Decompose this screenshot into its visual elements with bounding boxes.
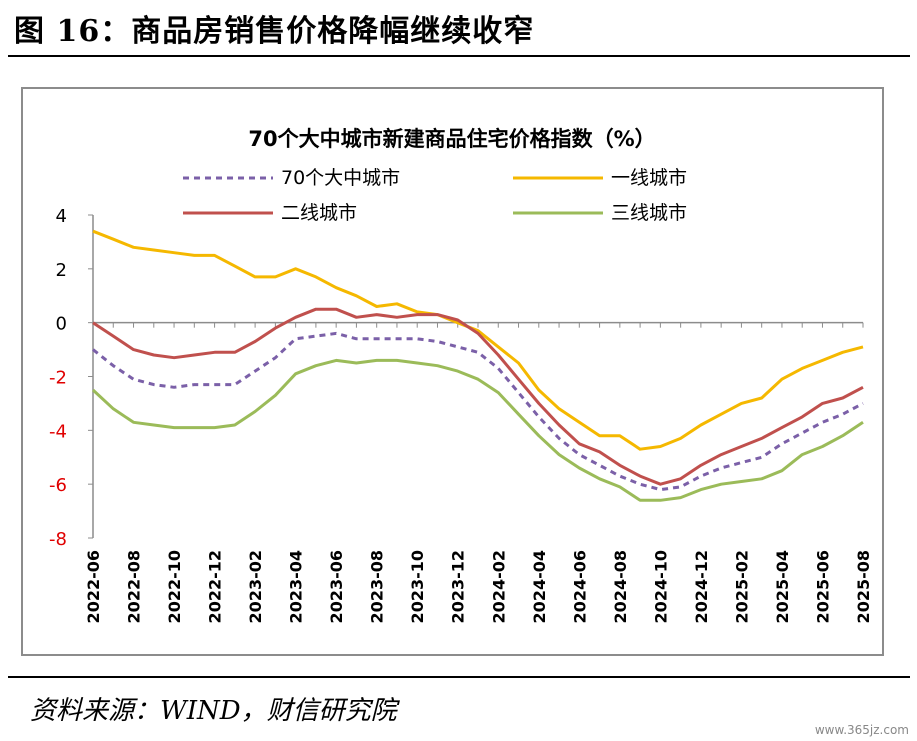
legend-label-0: 70个大中城市	[281, 167, 400, 189]
series-line-0	[92, 331, 864, 492]
x-tick-label: 2022-06	[84, 550, 103, 623]
x-tick-label: 2023-10	[408, 550, 427, 623]
x-tick-label: 2024-12	[692, 550, 711, 623]
chart-title: 70个大中城市新建商品住宅价格指数（%）	[248, 127, 655, 151]
x-tick-label: 2022-10	[165, 550, 184, 623]
x-tick-label: 2022-08	[125, 550, 144, 623]
figure-title: 图 16：商品房销售价格降幅继续收窄	[14, 14, 535, 49]
series-line-2	[92, 307, 864, 486]
legend-label-1: 一线城市	[611, 167, 687, 189]
x-tick-label: 2024-10	[651, 550, 670, 623]
x-tick-label: 2023-06	[327, 550, 346, 623]
bottom-rule	[8, 676, 910, 678]
y-tick-label: -8	[49, 529, 67, 550]
y-tick-label: -6	[49, 475, 67, 496]
x-tick-label: 2024-04	[530, 550, 549, 623]
x-tick-label: 2023-12	[449, 550, 468, 623]
series-line-1	[92, 229, 864, 451]
x-tick-label: 2024-06	[570, 550, 589, 623]
x-tick-label: 2023-08	[368, 550, 387, 623]
series-line-3	[91, 358, 864, 502]
y-tick-label: 2	[56, 260, 67, 281]
legend-label-2: 二线城市	[281, 202, 357, 224]
x-tick-label: 2025-06	[813, 550, 832, 623]
x-tick-label: 2025-04	[773, 550, 792, 623]
chart-frame: 70个大中城市新建商品住宅价格指数（%） 70个大中城市 一线城市二线城市 三线城市…	[21, 87, 884, 656]
top-rule	[8, 55, 910, 57]
x-tick-label: 2024-02	[489, 550, 508, 623]
source-note: 资料来源：WIND，财信研究院	[30, 696, 397, 726]
x-tick-label: 2025-02	[732, 550, 751, 623]
y-tick-label: 0	[56, 314, 67, 335]
y-tick-label: 4	[56, 206, 67, 227]
chart-series	[91, 229, 864, 502]
y-tick-label: -4	[49, 421, 67, 442]
chart-axes: 4 2 0 -2 -4 -6 -8 2022-06 2022-08 2022-10 2022-12 2…	[49, 206, 873, 623]
legend-label-3: 三线城市	[611, 202, 687, 224]
x-tick-label: 2025-08	[854, 550, 873, 623]
watermark: www.365jz.com	[814, 723, 909, 737]
x-tick-label: 2022-12	[206, 550, 225, 623]
x-tick-label: 2023-02	[246, 550, 265, 623]
x-tick-label: 2023-04	[287, 550, 306, 623]
y-tick-label: -2	[49, 368, 67, 389]
x-tick-label: 2024-08	[611, 550, 630, 623]
